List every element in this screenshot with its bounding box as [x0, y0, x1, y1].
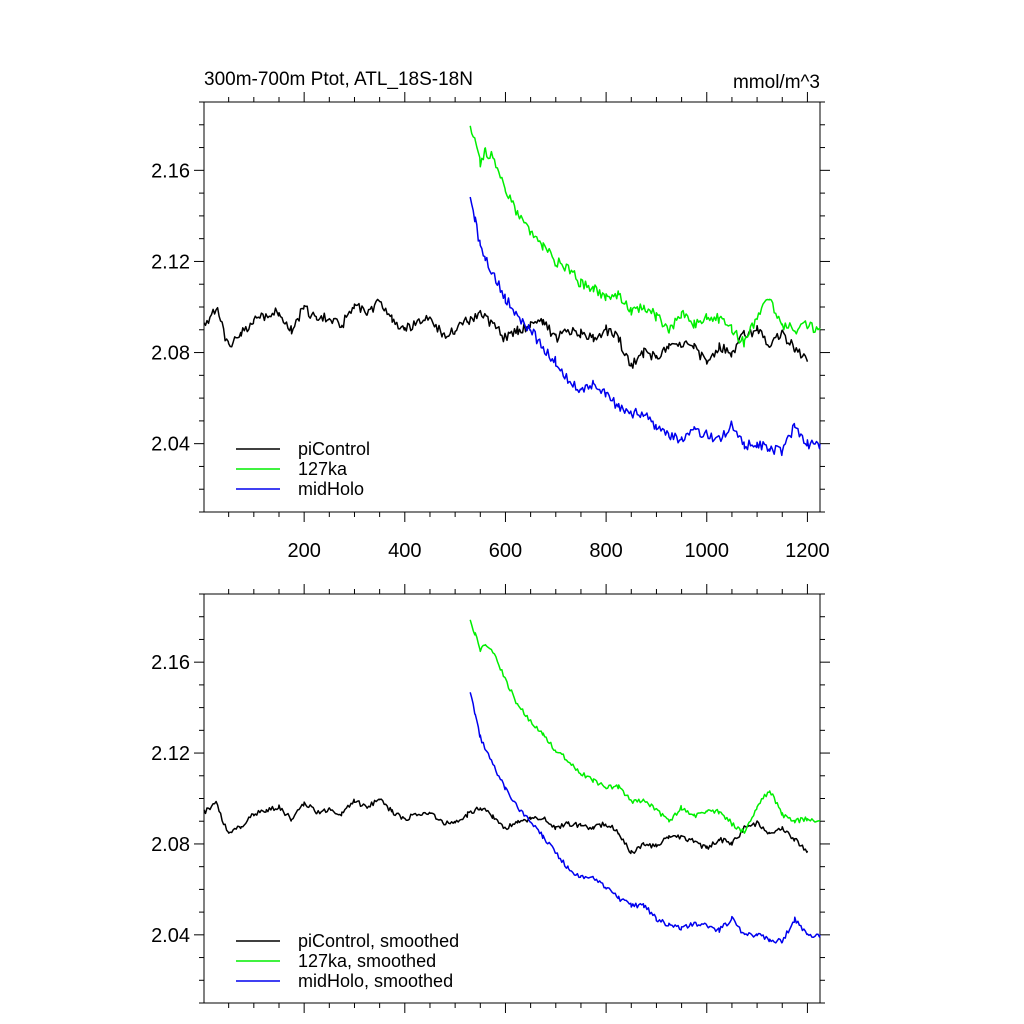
chart-title: 300m-700m Ptot, ATL_18S-18N: [204, 69, 473, 90]
legend-label: 127ka: [298, 459, 348, 479]
series-line-midholo: [469, 196, 821, 457]
x-tick-label: 400: [388, 540, 421, 562]
series-line-picontrol: [203, 298, 809, 369]
legend-label: piControl, smoothed: [298, 931, 459, 951]
x-tick-label: 800: [589, 540, 622, 562]
y-tick-label: 2.16: [151, 160, 190, 182]
x-tick-label: 1000: [685, 540, 730, 562]
plot-frame: [203, 593, 821, 1004]
y-tick-label: 2.08: [151, 834, 190, 856]
series-line-midholo: [469, 692, 821, 944]
legend-label: midHolo, smoothed: [298, 971, 453, 991]
x-tick-label: 200: [287, 540, 320, 562]
legend-label: midHolo: [298, 479, 364, 499]
series-line-127ka: [469, 125, 821, 348]
y-tick-label: 2.12: [151, 251, 190, 273]
series-line-127ka: [469, 619, 821, 834]
top-panel: 2.04 2.08 2.12 2.16 200 400 600 800 1000 1200 piCo…: [151, 92, 830, 562]
x-tick-label: 600: [489, 540, 522, 562]
y-tick-label: 2.04: [151, 434, 190, 456]
y-tick-label: 2.04: [151, 925, 190, 947]
units-label: mmol/m^3: [733, 72, 820, 93]
plot-frame: [203, 101, 821, 513]
y-tick-label: 2.16: [151, 652, 190, 674]
x-tick-label: 1200: [785, 540, 830, 562]
bottom-panel: 2.04 2.08 2.12 2.16 piControl, smoothed127ka…: [151, 584, 830, 1013]
legend-label: piControl: [298, 439, 370, 459]
series-line-picontrol: [203, 798, 809, 855]
y-tick-label: 2.12: [151, 743, 190, 765]
y-tick-label: 2.08: [151, 343, 190, 365]
legend-label: 127ka, smoothed: [298, 951, 436, 971]
